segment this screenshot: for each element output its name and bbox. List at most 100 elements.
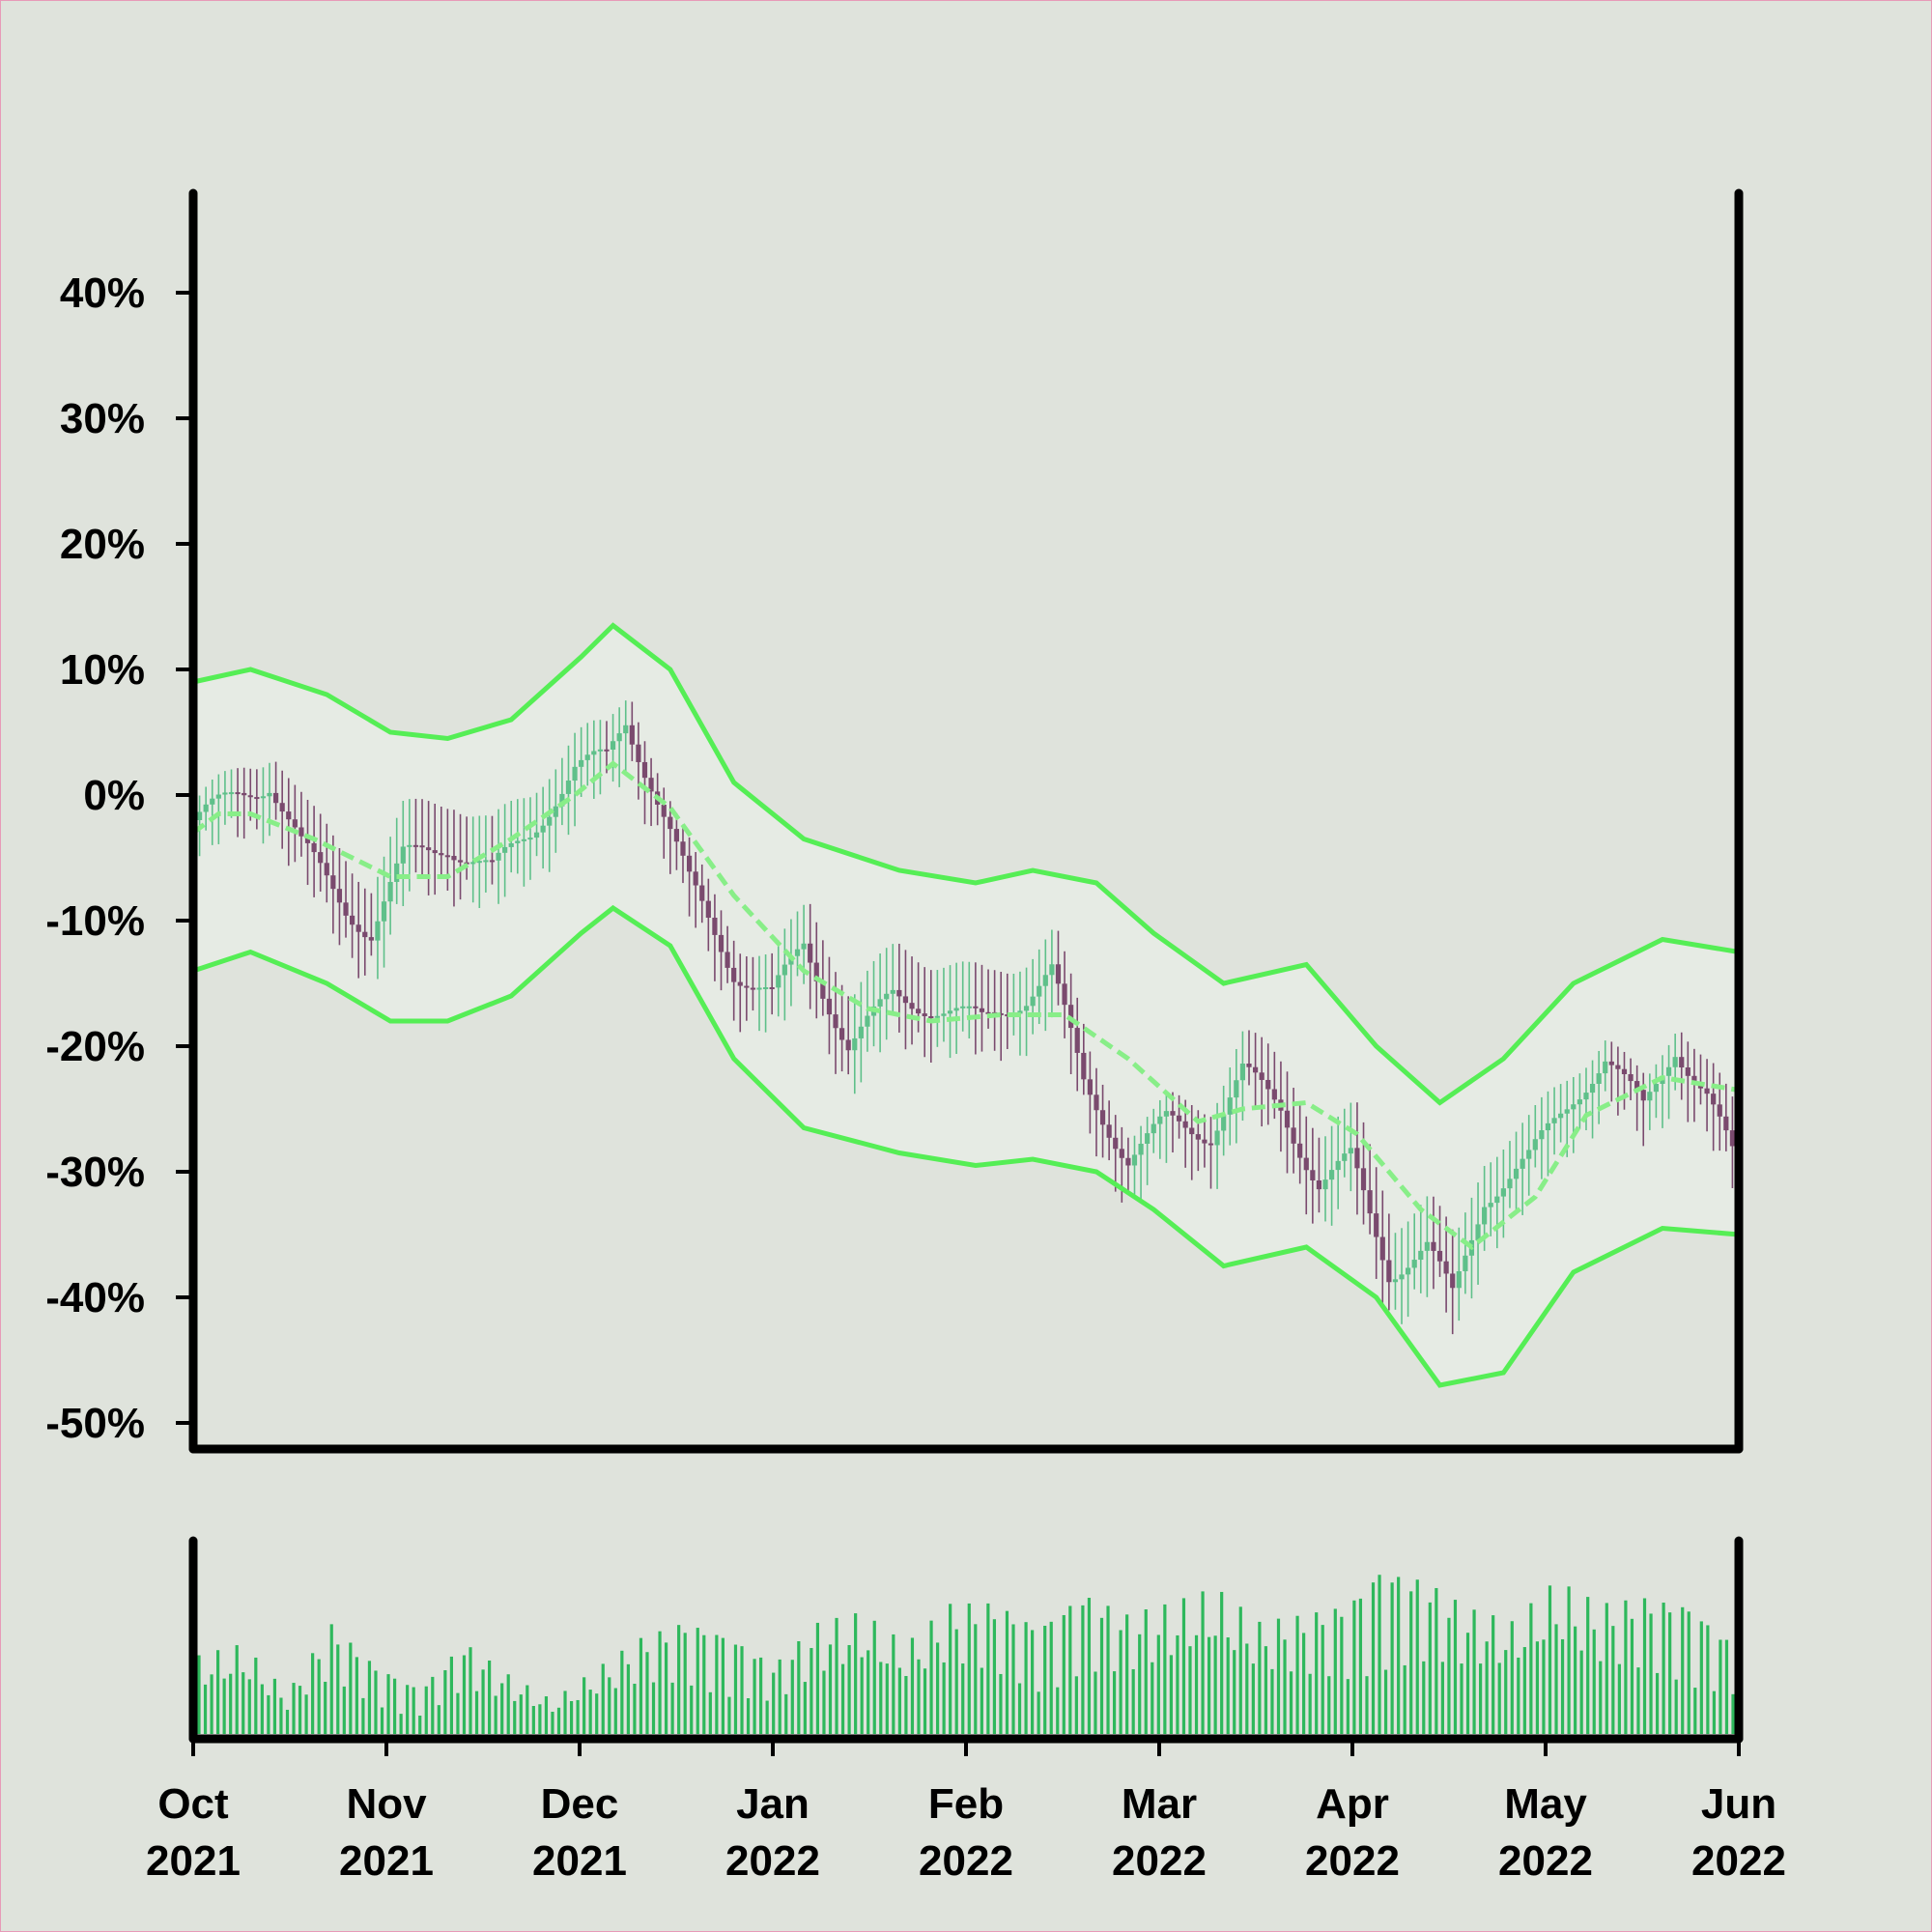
y-tick-label: 10%: [60, 646, 145, 694]
candle-body: [750, 987, 756, 990]
candle-body: [407, 844, 412, 847]
volume-bar: [1586, 1597, 1590, 1734]
candle-body: [1291, 1127, 1296, 1144]
candle-body: [432, 850, 438, 854]
x-tick-year: 2022: [1305, 1837, 1400, 1885]
candle-body: [298, 827, 304, 837]
volume-bar: [986, 1603, 990, 1734]
candle-body: [1303, 1157, 1309, 1171]
volume-bar: [1068, 1605, 1072, 1734]
volume-bar: [1706, 1625, 1710, 1734]
volume-bar: [556, 1707, 561, 1734]
candle-body: [508, 842, 514, 847]
candle-body: [1482, 1207, 1488, 1225]
x-tick-month: Jun: [1701, 1780, 1776, 1828]
volume-bar: [203, 1684, 208, 1734]
volume-bar: [1624, 1600, 1628, 1734]
volume-bar: [1125, 1614, 1129, 1734]
candle-body: [1431, 1241, 1436, 1251]
volume-bar: [519, 1694, 523, 1734]
candle-body: [1545, 1122, 1551, 1131]
volume-bar: [588, 1690, 592, 1734]
volume-bar: [349, 1642, 353, 1734]
volume-bar: [494, 1695, 497, 1734]
volume-bar: [1574, 1626, 1577, 1734]
volume-bar: [1687, 1611, 1690, 1734]
volume-bar: [696, 1628, 699, 1734]
volume-bar: [582, 1677, 586, 1734]
volume-bar: [1642, 1598, 1647, 1734]
candle-body: [318, 852, 324, 864]
candle-body: [884, 993, 890, 1000]
volume-bar: [1453, 1600, 1458, 1734]
candle-body: [565, 781, 572, 794]
volume-bar: [1106, 1605, 1110, 1734]
volume-bar: [1112, 1671, 1117, 1734]
volume-bar: [386, 1674, 390, 1734]
candle-body: [1151, 1123, 1156, 1134]
volume-bar: [797, 1641, 801, 1734]
y-tick-label: 0%: [83, 772, 145, 819]
candle-body: [451, 856, 457, 861]
candle-body: [489, 860, 496, 863]
volume-bar: [639, 1637, 643, 1734]
volume-bar: [949, 1604, 952, 1734]
volume-bar: [374, 1670, 378, 1734]
candle-body: [1081, 1052, 1087, 1080]
volume-bar: [222, 1678, 226, 1734]
candle-body: [496, 852, 501, 861]
volume-bar: [1422, 1661, 1426, 1734]
volume-bar: [500, 1683, 504, 1734]
x-tick-year: 2021: [146, 1837, 241, 1885]
volume-bar: [1636, 1667, 1640, 1734]
candle-body: [330, 875, 336, 890]
volume-bar: [1194, 1634, 1199, 1734]
candle-body: [699, 885, 705, 901]
volume-bar: [626, 1663, 630, 1734]
candle-body: [1456, 1270, 1462, 1289]
candle-body: [1322, 1179, 1328, 1190]
candle-body: [1488, 1203, 1493, 1208]
candle-body: [1170, 1111, 1176, 1116]
volume-bar: [531, 1706, 535, 1734]
volume-bar: [311, 1653, 315, 1734]
volume-bar: [753, 1659, 756, 1734]
candle-body: [1265, 1079, 1271, 1090]
candle-body: [1436, 1250, 1443, 1262]
y-tick-label: 30%: [60, 395, 145, 442]
candle-body: [1271, 1089, 1277, 1100]
volume-bar: [317, 1659, 321, 1734]
volume-bar: [1081, 1605, 1085, 1734]
candle-body: [1494, 1196, 1500, 1204]
volume-bar: [569, 1700, 574, 1734]
volume-bar: [772, 1672, 776, 1734]
volume-bar: [1605, 1603, 1608, 1734]
volume-bar: [1390, 1582, 1394, 1734]
candle-body: [579, 759, 584, 767]
volume-bar: [1245, 1643, 1249, 1734]
candle-body: [1030, 996, 1036, 1007]
volume-bar: [229, 1673, 233, 1734]
volume-bar: [961, 1663, 965, 1734]
volume-bar: [1119, 1630, 1122, 1734]
candle-body: [1571, 1104, 1577, 1110]
volume-bar: [740, 1646, 744, 1734]
candle-body: [1665, 1066, 1672, 1076]
candle-body: [419, 845, 425, 848]
candle-body: [1463, 1255, 1468, 1271]
volume-bar: [1504, 1650, 1508, 1734]
candle-body: [826, 998, 833, 1015]
volume-bar: [1049, 1621, 1053, 1734]
candle-body: [852, 1037, 858, 1051]
volume-bar: [1497, 1662, 1501, 1734]
volume-bar: [1655, 1672, 1660, 1734]
volume-bar: [1472, 1609, 1476, 1734]
volume-bar: [1599, 1661, 1603, 1734]
volume-bar: [1365, 1676, 1369, 1734]
candle-body: [1647, 1092, 1653, 1101]
volume-bar: [216, 1650, 220, 1734]
candle-body: [1374, 1213, 1379, 1237]
candle-body: [533, 832, 540, 838]
candle-body: [947, 1010, 953, 1014]
volume-bar: [576, 1699, 580, 1734]
